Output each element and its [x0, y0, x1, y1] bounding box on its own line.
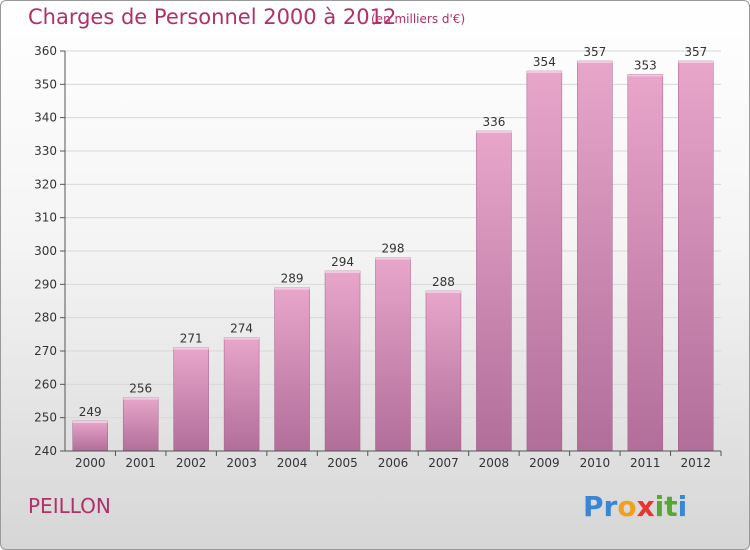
- bar: [678, 60, 714, 452]
- bar-highlight: [72, 421, 108, 423]
- bar: [627, 74, 664, 452]
- y-tick-label: 320: [34, 177, 57, 191]
- x-tick-label: 2006: [378, 456, 409, 470]
- y-tick-label: 350: [34, 77, 57, 91]
- data-label: 336: [482, 115, 505, 129]
- bar-highlight: [627, 74, 663, 77]
- bar-highlight: [274, 287, 310, 290]
- proxiti-logo: Proxiti: [583, 490, 687, 523]
- bar: [274, 287, 310, 452]
- bar-highlight: [224, 337, 260, 340]
- y-tick-label: 250: [34, 411, 57, 425]
- bar: [425, 290, 462, 452]
- logo-letter: i: [654, 490, 665, 523]
- x-tick-label: 2000: [75, 456, 106, 470]
- y-tick-label: 340: [34, 111, 57, 125]
- data-label: 271: [180, 332, 203, 346]
- x-tick-label: 2007: [428, 456, 459, 470]
- x-tick-label: 2004: [277, 456, 308, 470]
- logo-letter: r: [603, 490, 618, 523]
- bar-highlight: [375, 257, 411, 260]
- data-label: 294: [331, 255, 354, 269]
- place-name: PEILLON: [28, 494, 111, 518]
- bar: [375, 257, 411, 452]
- bar: [72, 420, 108, 452]
- chart-subtitle: (en milliers d'€): [371, 12, 466, 26]
- y-tick-label: 240: [34, 444, 57, 458]
- bar: [223, 337, 260, 452]
- y-tick-label: 310: [34, 211, 57, 225]
- bar-highlight: [476, 131, 512, 133]
- x-tick-label: 2005: [327, 456, 358, 470]
- data-label: 354: [533, 55, 556, 69]
- bar-highlight: [577, 61, 613, 63]
- data-label: 256: [129, 382, 152, 396]
- bar-highlight: [123, 397, 159, 400]
- y-tick-label: 300: [34, 244, 57, 258]
- x-tick-label: 2008: [479, 456, 510, 470]
- bar: [122, 397, 159, 452]
- logo-letter: x: [636, 490, 655, 523]
- data-label: 353: [634, 58, 657, 72]
- y-tick-label: 330: [34, 144, 57, 158]
- y-tick-label: 360: [34, 44, 57, 58]
- x-tick-label: 2012: [680, 456, 711, 470]
- bar: [526, 70, 563, 452]
- y-tick-label: 260: [34, 377, 57, 391]
- labels: 240 250 260 270 280 290 300 310 320 330 340 350 360 2…: [34, 44, 711, 470]
- data-label: 357: [583, 45, 606, 59]
- x-tick-label: 2011: [630, 456, 661, 470]
- data-label: 288: [432, 275, 455, 289]
- bar: [476, 130, 512, 452]
- x-tick-label: 2009: [529, 456, 560, 470]
- bar-highlight: [678, 61, 714, 63]
- axes: [60, 50, 722, 456]
- y-tick-label: 280: [34, 311, 57, 325]
- logo-letter: t: [664, 490, 678, 523]
- y-tick-label: 290: [34, 277, 57, 291]
- x-tick-label: 2010: [580, 456, 611, 470]
- bar: [173, 347, 209, 452]
- bar-highlight: [425, 291, 461, 293]
- data-label: 357: [684, 45, 707, 59]
- x-tick-label: 2003: [226, 456, 257, 470]
- x-tick-label: 2002: [176, 456, 207, 470]
- data-label: 289: [281, 272, 304, 286]
- data-label: 298: [382, 242, 405, 256]
- logo-letter: i: [677, 490, 688, 523]
- bar-highlight: [526, 71, 562, 73]
- logo-letter: P: [583, 490, 604, 523]
- bars: [72, 60, 714, 452]
- bar-highlight: [325, 271, 361, 273]
- bar: [324, 270, 361, 452]
- data-label: 274: [230, 322, 253, 336]
- logo-letter: o: [617, 490, 637, 523]
- data-label: 249: [79, 405, 102, 419]
- x-tick-label: 2001: [125, 456, 156, 470]
- bar: [577, 60, 613, 452]
- chart-title: Charges de Personnel 2000 à 2012: [28, 5, 397, 29]
- bar-highlight: [173, 347, 209, 350]
- y-tick-label: 270: [34, 344, 57, 358]
